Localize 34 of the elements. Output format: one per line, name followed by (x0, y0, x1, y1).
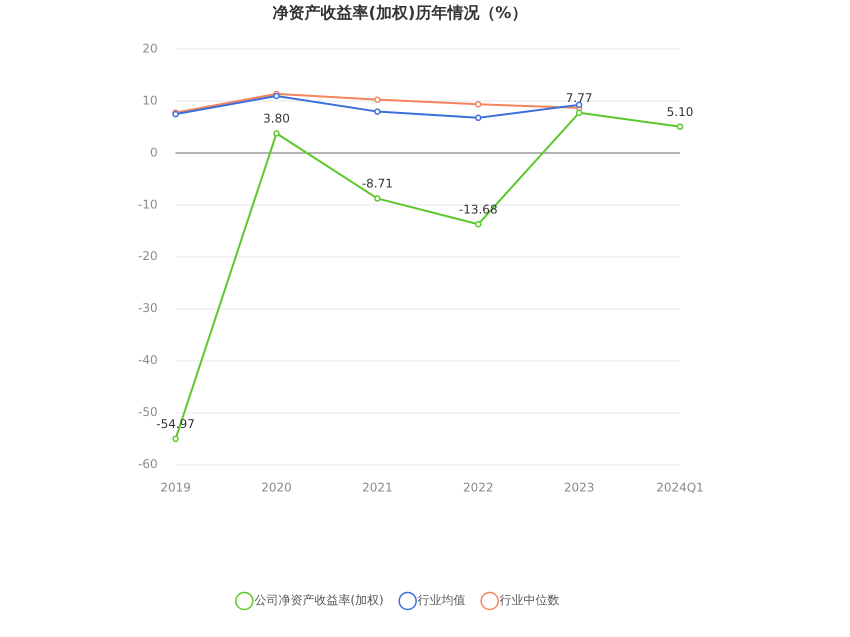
point (273, 130, 280, 137)
point (576, 102, 582, 108)
y-tick-label: -40 (138, 353, 158, 368)
x-tick-label: 2023 (564, 480, 594, 494)
point (474, 101, 482, 108)
legend-label: 行业均值 (418, 593, 466, 608)
y-tick-label: 20 (142, 41, 158, 56)
chart-title: 净资产收益率(加权)历年情况（%） (272, 2, 528, 22)
y-tick-label: -60 (138, 457, 158, 472)
data-label: 7.77 (566, 90, 592, 105)
data-label: 3.80 (263, 112, 290, 126)
point (474, 221, 482, 228)
y-tick-label: -50 (138, 405, 158, 420)
point (374, 195, 381, 202)
x-tick-label: 2020 (261, 480, 292, 494)
y-tick-label: -10 (138, 197, 158, 212)
x-tick-label: 2022 (462, 480, 494, 494)
x-tick-label: 2024Q1 (656, 480, 704, 494)
x-tick-label: 2021 (362, 480, 393, 494)
data-label: 5.10 (666, 104, 694, 119)
data-label: -8.71 (362, 176, 393, 191)
point (374, 96, 381, 103)
legend-label: 公司净资产收益率(加权) (254, 593, 384, 608)
y-tick-label: -20 (138, 249, 158, 264)
point (576, 110, 582, 116)
point (474, 114, 482, 122)
legend-label: 行业中位数 (500, 593, 560, 608)
x-tick-label: 2019 (160, 480, 191, 494)
y-tick-label: -30 (138, 301, 158, 316)
y-tick-label: 10 (142, 93, 158, 108)
point (374, 108, 381, 115)
point (676, 123, 684, 130)
point (172, 436, 179, 442)
y-tick-label: 0 (150, 145, 158, 160)
